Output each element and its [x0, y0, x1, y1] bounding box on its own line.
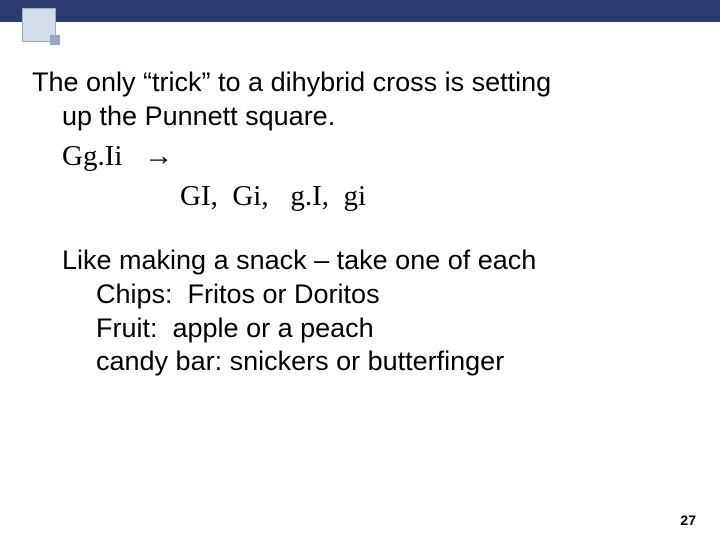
- fruit-line: Fruit: apple or a peach: [32, 312, 688, 346]
- chips-line: Chips: Fritos or Doritos: [32, 278, 688, 312]
- intro-line-1: The only “trick” to a dihybrid cross is …: [32, 66, 688, 100]
- snack-line: Like making a snack – take one of each: [32, 244, 688, 278]
- genotype-line: Gg.Ii →: [32, 138, 688, 174]
- header-bar: [0, 0, 720, 22]
- candy-line: candy bar: snickers or butterfinger: [32, 345, 688, 379]
- page-number: 27: [680, 512, 696, 528]
- gametes-line: GI, Gi, g.I, gi: [32, 178, 688, 214]
- corner-decoration-small: [50, 35, 60, 45]
- spacer: [32, 214, 688, 244]
- intro-line-2: up the Punnett square.: [32, 100, 688, 134]
- slide-content: The only “trick” to a dihybrid cross is …: [32, 66, 688, 379]
